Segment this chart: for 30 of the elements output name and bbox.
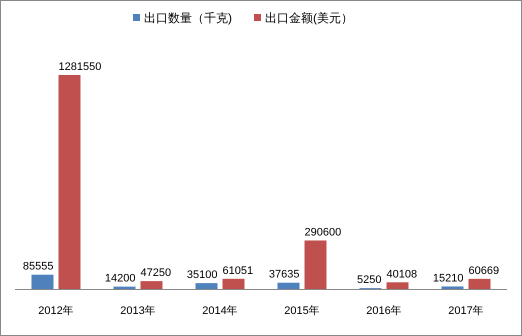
bar	[196, 283, 218, 289]
x-tick-label: 2015年	[284, 305, 320, 317]
bar	[468, 278, 490, 289]
data-label: 5250	[357, 274, 382, 286]
x-tick-label: 2012年	[38, 305, 74, 317]
x-tick-label: 2016年	[366, 305, 402, 317]
data-label: 15210	[432, 272, 464, 284]
bar	[304, 240, 326, 289]
data-label: 61051	[222, 264, 254, 277]
data-label: 1281550	[58, 61, 102, 73]
bar	[222, 278, 244, 289]
data-label: 37635	[268, 268, 300, 281]
legend-label: 出口金额(美元）	[265, 11, 353, 25]
data-label: 47250	[140, 267, 172, 280]
bar	[386, 282, 408, 289]
data-label: 290600	[304, 226, 342, 238]
bar	[278, 282, 300, 289]
legend-label: 出口数量（千克)	[144, 11, 232, 25]
x-tick-label: 2017年	[448, 305, 484, 317]
bar	[442, 286, 464, 289]
data-label: 85555	[22, 260, 54, 273]
data-label: 40108	[386, 268, 418, 280]
bar	[58, 75, 80, 289]
bar	[32, 274, 54, 289]
data-label: 35100	[186, 269, 218, 282]
x-tick-label: 2013年	[120, 305, 156, 317]
data-label: 60669	[468, 264, 500, 277]
bar	[140, 281, 162, 289]
data-label: 14200	[104, 272, 136, 285]
x-tick-label: 2014年	[202, 305, 238, 317]
